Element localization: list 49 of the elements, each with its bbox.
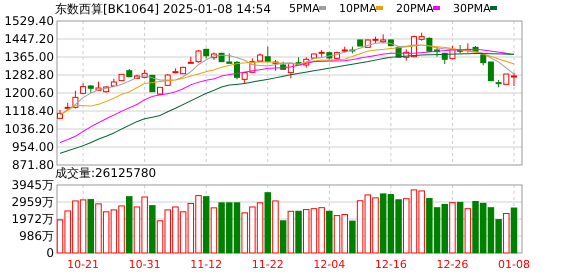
y-tick-label: 986万 [19,229,54,244]
chart-title: 东数西算[BK1064] 2025-01-08 14:54 [55,2,271,16]
y-tick-label: 3945万 [11,178,54,192]
candlestick [196,49,202,64]
candlestick [242,71,248,84]
candlestick [203,48,210,59]
y-tick-label: 954.00 [12,140,54,154]
bar [272,200,279,254]
bar [510,208,518,254]
y-tick-label: 1365.00 [4,50,54,64]
y-tick-label: 1118.40 [4,104,54,118]
y-tick-label: 1529.40 [4,14,54,28]
bar [264,192,272,254]
bar [326,210,333,254]
y-tick-label: 1447.20 [4,32,54,46]
bar [126,196,133,254]
candlestick [488,61,494,82]
bar [280,220,286,254]
x-tick-label: 11-22 [252,258,284,271]
x-tick-label: 12-04 [313,258,346,271]
x-tick-label: 12-26 [436,258,468,271]
y-tick-label: 2959万 [11,195,54,210]
bar [202,196,210,254]
bar [349,220,356,254]
chart-title: 成交量:26125780 [55,166,156,180]
y-tick-label: 1036.20 [4,122,54,136]
x-tick-label: 10-31 [128,258,161,271]
y-tick-label: 0 [46,246,54,260]
bar [88,199,94,254]
bar [288,210,294,254]
y-tick-label: 1200.60 [4,86,54,100]
bar [503,213,510,254]
bar [456,202,464,254]
bar [295,210,302,254]
legend-label: 10PMA [339,2,378,15]
legend-label: 5PMA [289,2,320,15]
x-tick-label: 01-08 [498,258,530,271]
bar [464,208,472,254]
bar [210,207,218,254]
legend-label: 30PMA [453,2,492,15]
y-tick-label: 1282.80 [4,68,54,82]
bar [449,202,456,254]
x-tick-label: 11-12 [190,258,222,271]
bar [149,205,156,254]
x-tick-label: 12-16 [374,258,407,271]
y-tick-label: 1972万 [11,212,54,226]
x-tick-label: 10-21 [67,258,100,271]
legend-label: 20PMA [396,2,434,15]
y-tick-label: 871.80 [12,158,54,172]
